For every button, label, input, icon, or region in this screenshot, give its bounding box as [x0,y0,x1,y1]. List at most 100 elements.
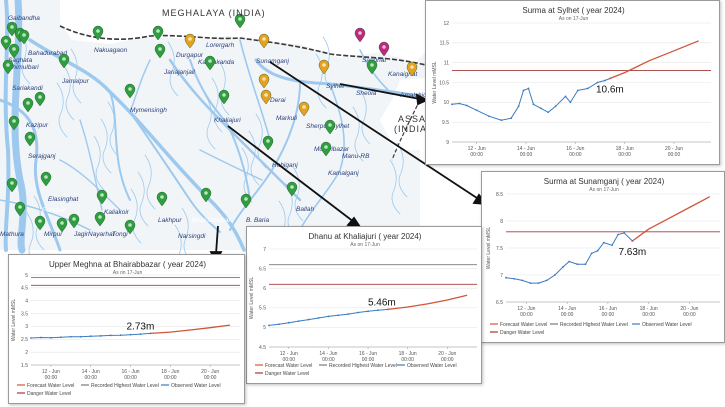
station-marker-green[interactable] [262,135,274,151]
station-marker-green[interactable] [94,211,106,227]
station-marker-green[interactable] [34,91,46,107]
chart-panel-dhanu: Dhanu at Khaliajuri ( year 2024) As on 17… [246,226,482,384]
observed-point [623,231,626,234]
assam-border [391,99,421,161]
arrow-bhairabbazar [215,225,219,255]
station-marker-green[interactable] [200,187,212,203]
place-label: Bhairabbazar [192,217,231,224]
station-marker-green[interactable] [92,25,104,41]
station-marker-orange[interactable] [258,73,270,89]
station-marker-green[interactable] [96,189,108,205]
legend-item[interactable]: Forecast Water Level [500,322,547,328]
place-label: Tongi [112,231,128,238]
place-label: Khaliajuri [214,117,241,124]
observed-point [458,102,461,105]
station-marker-green[interactable] [234,13,246,29]
y-tick-label: 4.5 [259,345,266,351]
place-label: Sunamganj [256,58,289,65]
legend-item[interactable]: Recorded Highest Water Level [329,363,397,369]
legend-item[interactable]: Recorded Highest Water Level [560,322,628,328]
station-marker-green[interactable] [8,43,20,59]
observed-point [596,81,599,84]
station-marker-green[interactable] [22,97,34,113]
legend-item[interactable]: Danger Water Level [265,371,309,377]
legend-item[interactable]: Danger Water Level [500,330,544,336]
legend-item[interactable]: Danger Water Level [27,391,71,397]
station-marker-orange[interactable] [298,101,310,117]
station-marker-green[interactable] [152,25,164,41]
chart-sylhet: Surma at Sylhet ( year 2024)As on 17-Jun… [432,6,711,158]
legend-item[interactable]: Observed Water Level [642,322,692,328]
x-tick-label: 20 - Jun [438,351,456,357]
x-tick-sublabel: 00:00 [668,152,681,158]
place-label: Serajganj [28,153,56,160]
station-marker-green[interactable] [34,215,46,231]
station-marker-magenta[interactable] [378,41,390,57]
station-marker-green[interactable] [124,83,136,99]
legend-item[interactable]: Forecast Water Level [27,383,74,389]
station-marker-green[interactable] [2,59,14,75]
chart-subtitle: As on 17-Jun [350,242,380,248]
station-marker-green[interactable] [240,193,252,209]
station-marker-green[interactable] [14,201,26,217]
station-marker-green[interactable] [24,131,36,147]
station-marker-green[interactable] [56,217,68,233]
legend-item[interactable]: Observed Water Level [407,363,457,369]
station-marker-green[interactable] [8,115,20,131]
tributary [359,89,371,145]
observed-point [129,333,132,336]
river-4 [0,98,62,252]
tributary [248,130,260,186]
station-marker-green[interactable] [58,53,70,69]
station-marker-green[interactable] [320,141,332,157]
x-tick-label: 20 - Jun [680,306,698,312]
station-marker-green[interactable] [156,191,168,207]
station-marker-green[interactable] [366,59,378,75]
y-tick-label: 5 [263,325,266,331]
station-marker-green[interactable] [324,119,336,135]
river-3 [28,38,246,252]
x-tick-sublabel: 00:00 [204,375,217,381]
observed-point [554,105,557,108]
tributary [389,159,401,215]
station-marker-magenta[interactable] [354,27,366,43]
station-marker-green[interactable] [6,21,18,37]
y-tick-label: 8.5 [496,192,503,198]
river-9 [189,59,251,201]
station-marker-green[interactable] [68,213,80,229]
station-marker-green[interactable] [124,219,136,235]
observed-point [537,282,540,284]
y-axis-label: Water Level mMSL [249,277,255,320]
tributary [204,94,216,150]
river-8 [229,81,301,231]
observed-point [545,279,548,282]
legend-item[interactable]: Observed Water Level [171,383,221,389]
station-marker-green[interactable] [218,89,230,105]
station-marker-orange[interactable] [258,33,270,49]
legend-item[interactable]: Recorded Highest Water Level [91,383,159,389]
place-label: Jagir [73,231,89,238]
river-16 [359,49,389,91]
station-marker-green[interactable] [0,35,12,51]
station-marker-green[interactable] [204,55,216,71]
place-label: Porabari [42,207,67,214]
legend-item[interactable]: Forecast Water Level [265,363,312,369]
chart-sunamganj: Surma at Sunamganj ( year 2024)As on 17-… [486,177,720,336]
station-marker-orange[interactable] [406,61,418,77]
river-10 [129,111,221,233]
station-marker-green[interactable] [154,43,166,59]
x-tick-sublabel: 00:00 [642,312,655,318]
station-marker-orange[interactable] [318,59,330,75]
tributary [93,135,105,191]
international-border [59,25,431,67]
observed-point [357,311,360,314]
station-marker-green[interactable] [40,171,52,187]
station-marker-green[interactable] [286,181,298,197]
arrow-sylhet-head [415,93,430,106]
place-label: Mirpur [44,231,63,238]
station-marker-orange[interactable] [184,33,196,49]
station-marker-orange[interactable] [260,89,272,105]
station-marker-green[interactable] [18,29,30,45]
station-marker-green[interactable] [6,177,18,193]
place-label: Mymensingh [130,107,167,114]
